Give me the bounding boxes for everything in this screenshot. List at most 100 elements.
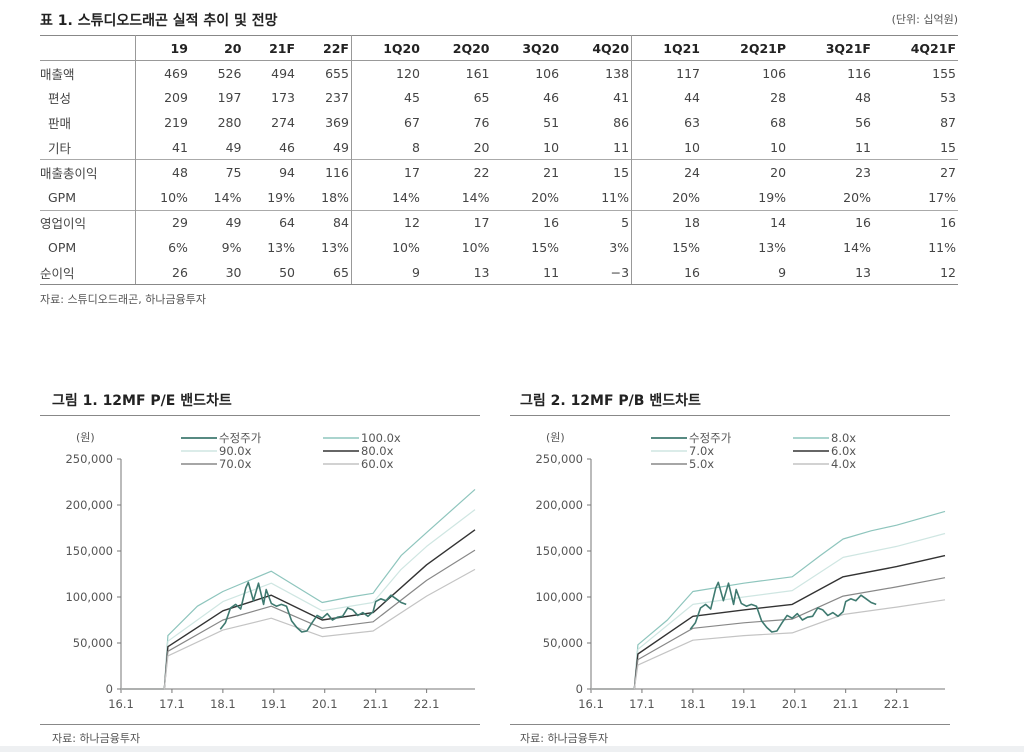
table-cell: 84	[297, 209, 352, 236]
table-cell: 494	[271, 65, 295, 81]
y-tick-label: 150,000	[535, 544, 583, 558]
y-tick-label: 200,000	[535, 498, 583, 512]
chart2-top-rule	[510, 415, 950, 416]
chart1-source: 자료: 하나금융투자	[52, 732, 141, 745]
table-cell: 29	[135, 209, 190, 236]
band-line-7-0x	[591, 532, 946, 690]
table-cell: 49	[189, 209, 244, 236]
table-row: 판매 219 280 274 369 67 76 51 86 63 68 56 87	[40, 110, 958, 135]
row-label: 영업이익	[40, 209, 136, 236]
table-cell: 20%	[843, 189, 871, 205]
table-unit: (단위: 십억원)	[891, 13, 958, 26]
x-tick-label: 20.1	[312, 697, 338, 711]
table-cell: 3%	[561, 235, 633, 260]
table-cell: 19%	[758, 189, 787, 205]
table-cell: 18%	[297, 184, 352, 211]
x-tick-label: 18.1	[680, 697, 706, 711]
chart1-top-rule	[40, 415, 480, 416]
table-cell: 87	[940, 114, 956, 130]
table-cell: 23	[788, 159, 873, 185]
price-series-line	[689, 581, 877, 633]
table-cell: 10%	[461, 239, 490, 255]
column-header: 21F	[243, 35, 297, 61]
legend-label: 90.0x	[219, 444, 252, 458]
table-cell: 655	[297, 60, 352, 86]
chart1-bottom-rule	[40, 724, 480, 725]
table-cell: 526	[217, 65, 242, 81]
legend-label: 100.0x	[361, 431, 401, 445]
table-cell: 16	[872, 209, 958, 236]
legend-label: 60.0x	[361, 457, 394, 471]
chart2-bottom-rule	[510, 724, 950, 725]
y-tick-label: 0	[106, 682, 113, 696]
table-row: 매출액 469 526 494 655 120 161 106 138 117 106 116 155	[40, 60, 958, 86]
table-cell: 64	[243, 209, 297, 236]
table-cell: 17	[351, 159, 422, 185]
table-cell: 14	[702, 209, 789, 236]
x-tick-label: 17.1	[159, 697, 185, 711]
table-cell: 41	[561, 85, 633, 111]
x-tick-label: 16.1	[578, 697, 604, 711]
table-header-row: 19 20 21F 22F 1Q20 2Q20 3Q20 4Q20 1Q21 2Q21P 3Q21F…	[40, 35, 958, 61]
price-series-line	[219, 581, 407, 633]
table-cell: 76	[473, 114, 490, 130]
row-label: GPM	[40, 184, 136, 211]
table-cell: 49	[225, 139, 242, 155]
column-header: 3Q21F	[788, 35, 873, 61]
table-cell: 15	[940, 139, 956, 155]
table-cell: 16	[631, 259, 702, 286]
table-row: 기타 41 49 46 49 8 20 10 11 10 10 11 15	[40, 134, 958, 160]
chart1-title: 그림 1. 12MF P/E 밴드차트	[52, 393, 232, 409]
table-cell: 75	[189, 159, 244, 185]
table-cell: 10	[543, 139, 560, 155]
table-row: GPM 10% 14% 19% 18% 14% 14% 20% 11% 20% 19% 20% 17%	[40, 184, 958, 211]
table-cell: 12	[351, 209, 422, 236]
column-header: 22F	[297, 35, 352, 61]
table-cell: 12	[872, 259, 958, 286]
y-tick-label: 250,000	[65, 452, 113, 466]
financial-table: 19 20 21F 22F 1Q20 2Q20 3Q20 4Q20 1Q21 2Q21P 3Q21F…	[40, 35, 958, 286]
column-header: 3Q20	[491, 35, 562, 61]
table-cell: 116	[847, 65, 871, 81]
table-cell: 10%	[160, 189, 188, 205]
page-bottom-strip	[0, 746, 1024, 752]
table-cell: 24	[631, 159, 702, 185]
table-cell: 11	[491, 259, 562, 286]
legend-label: 4.0x	[831, 457, 856, 471]
table-cell: 10	[684, 139, 700, 155]
table-cell: 9%	[221, 239, 242, 255]
table-cell: 22	[421, 159, 492, 185]
table-cell: 63	[684, 114, 700, 130]
table-cell: 49	[297, 134, 352, 160]
table-cell: 10%	[392, 239, 420, 255]
table-cell: 16	[491, 209, 562, 236]
band-line-4-0x	[591, 599, 946, 690]
table-row: 편성 209 197 173 237 45 65 46 41 44 28 48 53	[40, 85, 958, 111]
band-line-60-0x	[121, 568, 476, 690]
table-cell: 173	[271, 90, 295, 106]
table-row: 매출총이익 48 75 94 116 17 22 21 15 24 20 23 27	[40, 159, 958, 185]
table-cell: 106	[535, 65, 560, 81]
chart1-pe-band: (원) 0 50,000 100,000 150,000 200,000 250,000 16…	[65, 431, 476, 711]
table-cell: 9	[702, 259, 789, 286]
x-tick-label: 17.1	[629, 697, 655, 711]
table-cell: 67	[404, 114, 420, 130]
column-header: 20	[189, 35, 244, 61]
table-cell: 369	[297, 110, 352, 135]
table-cell: 17	[421, 209, 492, 236]
row-label: 순이익	[40, 259, 136, 286]
x-tick-label: 18.1	[210, 697, 236, 711]
band-line-6-0x	[591, 554, 946, 690]
table-cell: 15%	[531, 239, 560, 255]
table-cell: 16	[788, 209, 873, 236]
table-cell: −3	[561, 259, 633, 286]
table-cell: 237	[297, 85, 352, 111]
legend-label: 6.0x	[831, 444, 856, 458]
column-header: 1Q21	[631, 35, 702, 61]
table-row: 순이익 26 30 50 65 9 13 11 −3 16 9 13 12	[40, 259, 958, 286]
y-tick-label: 200,000	[65, 498, 113, 512]
table-cell: 28	[770, 90, 787, 106]
table-cell: 65	[473, 90, 490, 106]
table-cell: 20%	[672, 189, 700, 205]
table-cell: 197	[217, 90, 242, 106]
